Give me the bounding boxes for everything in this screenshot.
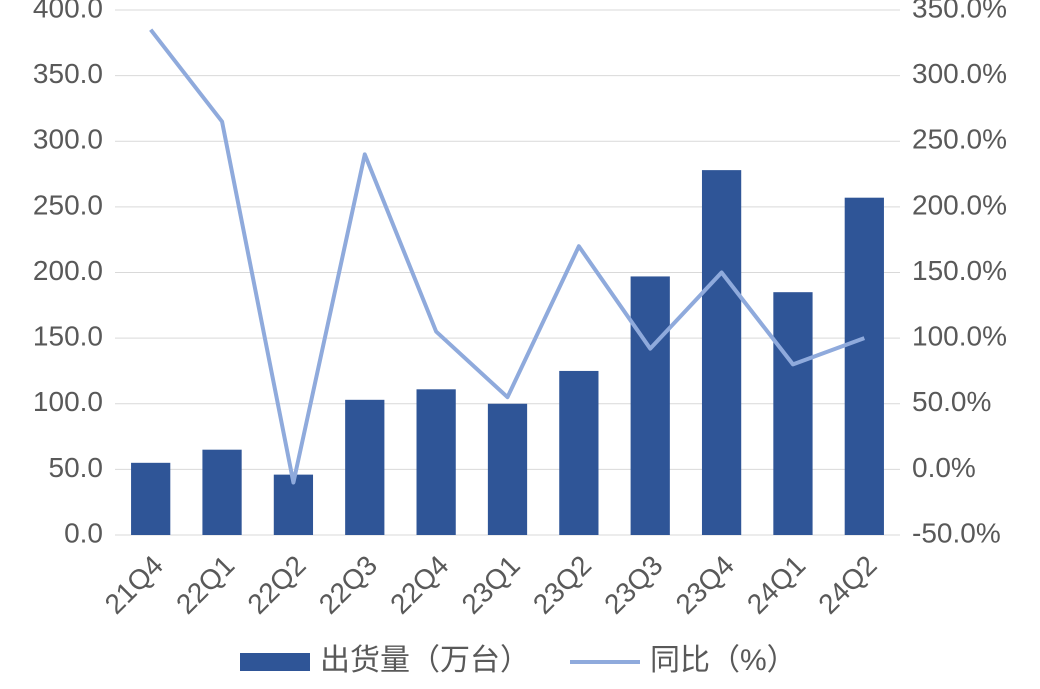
y-left-tick-label: 100.0	[33, 386, 103, 417]
x-tick-label: 22Q4	[384, 549, 454, 619]
y-left-tick-label: 150.0	[33, 321, 103, 352]
y-right-tick-label: 50.0%	[912, 386, 991, 417]
y-right-tick-label: 0.0%	[912, 452, 976, 483]
bar	[702, 170, 741, 535]
x-tick-label: 24Q1	[741, 549, 811, 619]
y-right-tick-label: 200.0%	[912, 189, 1007, 220]
y-left-tick-label: 250.0	[33, 189, 103, 220]
x-tick-label: 23Q3	[598, 549, 668, 619]
legend-label: 出货量（万台）	[320, 644, 530, 677]
bar	[559, 371, 598, 535]
y-right-tick-label: 350.0%	[912, 0, 1007, 23]
y-left-tick-label: 0.0	[64, 517, 103, 548]
chart-svg: 0.0 50.0 100.0 150.0 200.0 250.0 300.0 350.0 400…	[0, 0, 1040, 689]
y-right-tick-label: 250.0%	[912, 124, 1007, 155]
bar	[345, 400, 384, 535]
x-tick-label: 22Q2	[241, 549, 311, 619]
legend-bar-swatch	[240, 653, 310, 671]
bar	[845, 198, 884, 535]
y-right-tick-label: 300.0%	[912, 58, 1007, 89]
x-tick-label: 23Q1	[456, 549, 526, 619]
x-tick-label: 23Q4	[670, 549, 740, 619]
x-tick-label: 21Q4	[99, 549, 169, 619]
y-left-tick-label: 50.0	[49, 452, 104, 483]
y-right-tick-label: 100.0%	[912, 321, 1007, 352]
chart-container: 0.0 50.0 100.0 150.0 200.0 250.0 300.0 350.0 400…	[0, 0, 1040, 689]
bar	[417, 389, 456, 535]
x-tick-label: 23Q2	[527, 549, 597, 619]
y-right-tick-label: 150.0%	[912, 255, 1007, 286]
x-tick-label: 22Q3	[313, 549, 383, 619]
y-left-tick-label: 400.0	[33, 0, 103, 23]
legend-label: 同比（%）	[650, 644, 797, 677]
bar	[488, 404, 527, 535]
y-left-tick-label: 350.0	[33, 58, 103, 89]
x-tick-label: 22Q1	[170, 549, 240, 619]
y-right-tick-label: -50.0%	[912, 517, 1001, 548]
y-left-tick-label: 200.0	[33, 255, 103, 286]
bar	[773, 292, 812, 535]
y-left-tick-label: 300.0	[33, 124, 103, 155]
bar	[131, 463, 170, 535]
bar	[202, 450, 241, 535]
x-tick-label: 24Q2	[812, 549, 882, 619]
bar	[631, 276, 670, 535]
